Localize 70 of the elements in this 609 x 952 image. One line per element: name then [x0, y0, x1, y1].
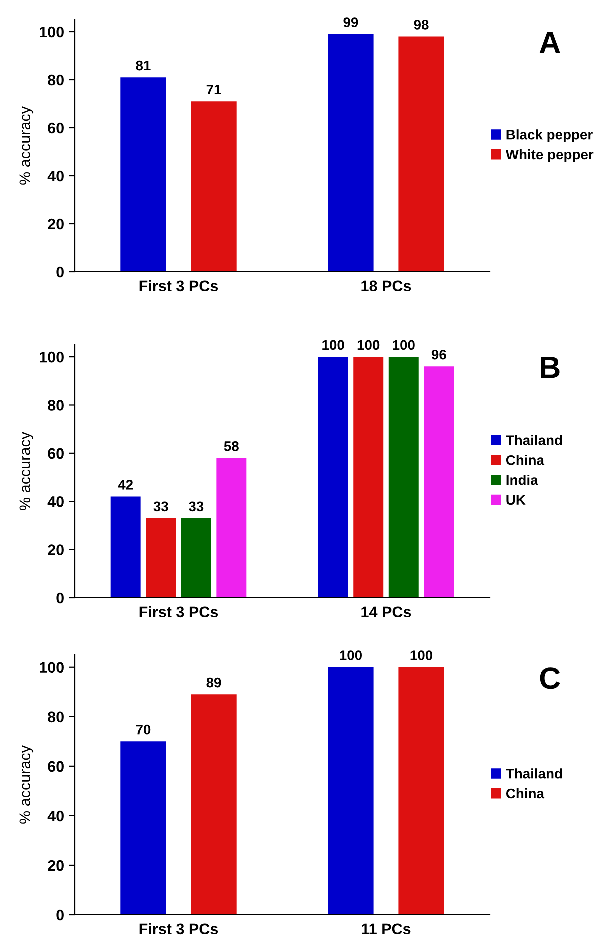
y-tick-label: 20: [48, 860, 64, 872]
data-label: 96: [432, 350, 446, 360]
y-tick-label: 40: [48, 496, 64, 508]
legend-label: China: [506, 455, 545, 466]
bar: [120, 78, 166, 272]
bar: [191, 102, 237, 272]
data-label: 100: [393, 340, 415, 350]
y-tick-label: 100: [40, 352, 64, 363]
legend-label: India: [506, 474, 538, 486]
data-label: 42: [118, 480, 134, 490]
y-tick-label: 20: [48, 544, 64, 556]
y-tick-label: 80: [48, 74, 64, 86]
data-label: 100: [340, 650, 362, 660]
y-tick-label: 40: [48, 170, 64, 182]
data-label: 33: [154, 502, 168, 512]
data-label: 99: [344, 18, 358, 28]
data-label: 33: [188, 502, 204, 512]
legend-label: Thailand: [506, 768, 562, 779]
bar: [216, 458, 247, 598]
data-label: 100: [410, 650, 433, 660]
text: C: [540, 668, 560, 690]
y-axis-title: % accuracy: [20, 106, 34, 185]
bar: [388, 357, 419, 598]
data-label: 100: [358, 340, 380, 350]
y-tick-label: 80: [48, 712, 64, 723]
legend-label: China: [506, 788, 545, 799]
bar: [354, 357, 384, 598]
data-label: 71: [206, 84, 222, 95]
y-tick-label: 100: [40, 662, 64, 674]
y-tick-label: 0: [56, 266, 64, 278]
legend-label: Black pepper: [506, 130, 593, 143]
bar: [328, 667, 374, 915]
y-axis-title: % accuracy: [20, 432, 34, 510]
bar: [424, 366, 454, 598]
bar: [110, 496, 141, 598]
data-label: 81: [136, 60, 151, 71]
bar: [398, 667, 444, 915]
y-tick-label: 60: [48, 761, 64, 772]
legend-label: UK: [506, 495, 526, 506]
bar: [181, 518, 212, 598]
x-tick-label: 14 PCs: [362, 606, 412, 618]
y-tick-label: 60: [48, 122, 64, 134]
legend-label: Thailand: [506, 435, 562, 446]
y-tick-label: 0: [56, 592, 64, 604]
y-tick-label: 100: [40, 26, 64, 38]
bar: [120, 742, 166, 915]
y-tick-label: 0: [56, 910, 64, 921]
data-label: 70: [136, 724, 151, 735]
text: A: [540, 32, 560, 54]
bar: [398, 36, 444, 272]
bar: [318, 357, 348, 598]
y-tick-label: 40: [48, 810, 64, 822]
x-tick-label: First 3 PCs: [140, 280, 218, 292]
data-label: 89: [206, 678, 222, 688]
x-tick-label: First 3 PCs: [140, 606, 218, 618]
data-label: 100: [322, 340, 344, 350]
data-label: 58: [224, 442, 239, 452]
y-tick-label: 80: [48, 400, 64, 411]
bar: [191, 694, 237, 915]
data-label: 98: [414, 20, 429, 30]
y-tick-label: 60: [48, 448, 64, 460]
bar: [146, 518, 176, 598]
y-tick-label: 20: [48, 218, 64, 230]
y-axis-title: % accuracy: [20, 746, 34, 824]
bar: [328, 34, 374, 272]
x-tick-label: 11 PCs: [362, 924, 411, 935]
x-tick-label: 18 PCs: [362, 280, 412, 292]
x-tick-label: First 3 PCs: [140, 923, 218, 935]
text: B: [541, 357, 560, 378]
legend-label: White pepper: [506, 149, 594, 162]
